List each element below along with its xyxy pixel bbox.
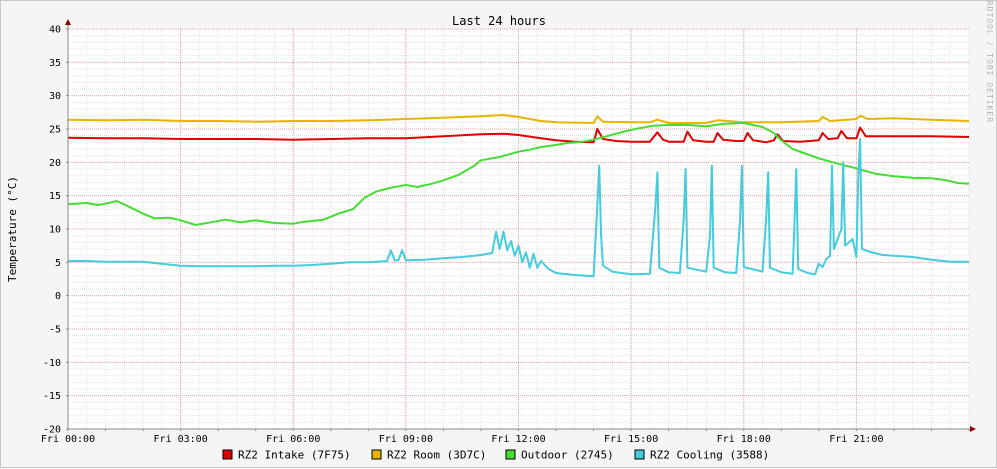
axes (65, 19, 976, 432)
series-layer (67, 114, 970, 278)
series-line (67, 114, 970, 124)
y-tick-label: 15 (49, 191, 61, 202)
y-tick-label: -5 (49, 325, 61, 336)
legend-swatch (222, 449, 233, 460)
series-line (67, 122, 970, 226)
series-line (68, 138, 969, 278)
y-axis-arrow (65, 19, 71, 25)
legend-swatch (505, 449, 516, 460)
y-tick-labels: 40 35 30 25 20 15 10 5 0 -5 -10 -15 -20 (43, 25, 61, 436)
x-tick-labels: Fri 00:00 Fri 03:00 Fri 06:00 Fri 09:00 Fri … (41, 434, 884, 445)
x-tick-label: Fri 18:00 (717, 434, 771, 445)
y-tick-label: -15 (43, 391, 61, 402)
y-axis-label: Temperature (°C) (6, 176, 19, 282)
y-tick-label: 20 (49, 158, 61, 169)
legend-swatch (371, 449, 382, 460)
watermark: RRDTOOL / TOBI OETIKER (985, 1, 994, 123)
y-tick-label: 5 (55, 258, 61, 269)
legend: RZ2 Intake (7F75) RZ2 Room (3D7C) Outdoor … (222, 449, 769, 462)
y-tick-label: 35 (49, 58, 61, 69)
y-tick-label: 30 (49, 91, 61, 102)
x-tick-label: Fri 09:00 (379, 434, 433, 445)
series-line (67, 126, 970, 144)
y-tick-label: 25 (49, 125, 61, 136)
y-tick-label: 10 (49, 225, 61, 236)
x-tick-label: Fri 03:00 (154, 434, 208, 445)
x-tick-label: Fri 15:00 (604, 434, 658, 445)
legend-swatch (634, 449, 645, 460)
legend-label: RZ2 Intake (7F75) (238, 449, 351, 462)
legend-label: Outdoor (2745) (521, 449, 614, 462)
y-tick-label: -20 (43, 425, 61, 436)
chart-title: Last 24 hours (452, 14, 546, 28)
x-tick-label: Fri 06:00 (266, 434, 320, 445)
y-tick-label: 40 (49, 25, 61, 36)
x-axis-arrow (970, 426, 976, 432)
legend-label: RZ2 Cooling (3588) (650, 449, 769, 462)
x-tick-label: Fri 00:00 (41, 434, 95, 445)
legend-label: RZ2 Room (3D7C) (387, 449, 486, 462)
y-tick-label: -10 (43, 358, 61, 369)
x-tick-label: Fri 12:00 (491, 434, 545, 445)
y-tick-label: 0 (55, 291, 61, 302)
x-tick-label: Fri 21:00 (829, 434, 883, 445)
